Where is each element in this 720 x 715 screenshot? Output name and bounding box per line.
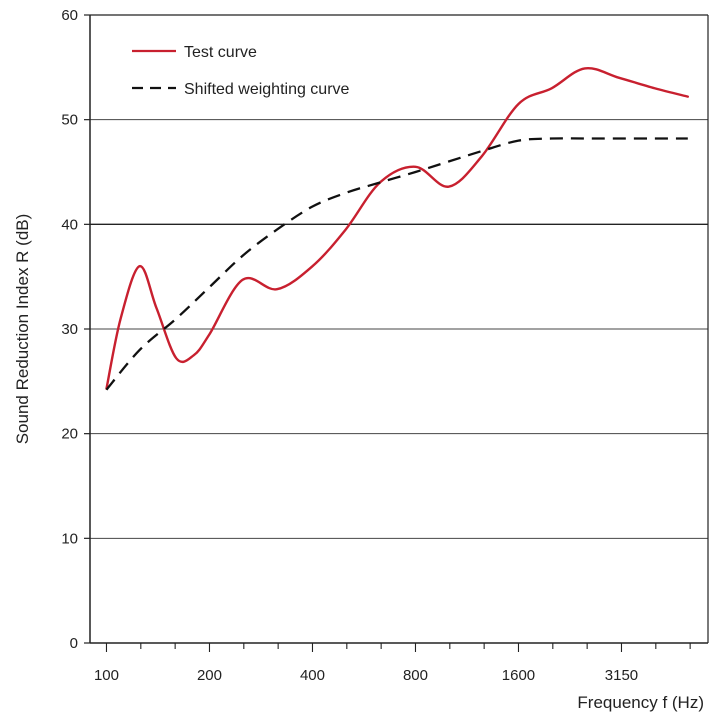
x-ticks: 100 200 400 800 1600 3150 xyxy=(94,643,691,684)
y-tick-label: 10 xyxy=(61,530,78,547)
y-tick-label: 40 xyxy=(61,216,78,233)
y-ticks: 0 10 20 30 40 50 60 xyxy=(61,7,90,652)
legend: Test curve Shifted weighting curve xyxy=(132,44,350,98)
y-axis-title: Sound Reduction Index R (dB) xyxy=(13,214,32,445)
legend-label-shifted-weighting-curve: Shifted weighting curve xyxy=(184,81,350,98)
y-tick-label: 50 xyxy=(61,112,78,129)
series-line-test-curve xyxy=(105,66,689,390)
x-tick-label: 100 xyxy=(94,667,119,684)
y-tick-label: 60 xyxy=(61,7,78,24)
legend-label-test-curve: Test curve xyxy=(184,44,257,61)
x-tick-label: 400 xyxy=(300,667,325,684)
x-tick-label: 3150 xyxy=(605,667,638,684)
gridlines xyxy=(90,119,708,539)
series-line-shifted-weighting-curve xyxy=(105,137,688,391)
x-axis-title: Frequency f (Hz) xyxy=(577,693,704,712)
x-tick-label: 200 xyxy=(197,667,222,684)
y-tick-label: 30 xyxy=(61,321,78,338)
series-lines xyxy=(105,66,689,391)
x-tick-label: 1600 xyxy=(502,667,535,684)
y-tick-label: 20 xyxy=(61,426,78,443)
y-tick-label: 0 xyxy=(70,635,78,652)
x-tick-label: 800 xyxy=(403,667,428,684)
